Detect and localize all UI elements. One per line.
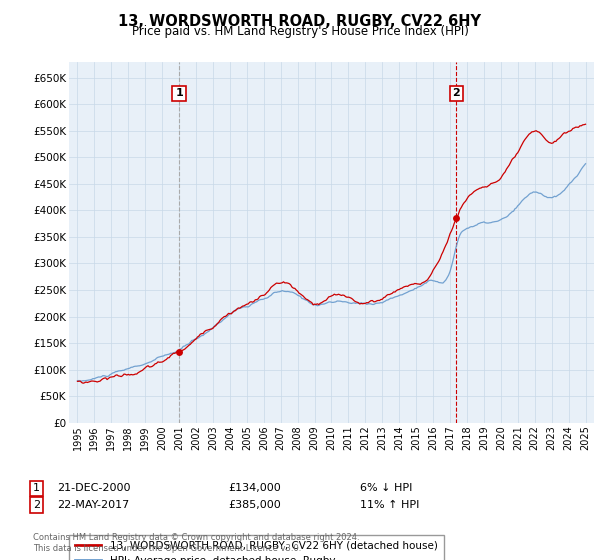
Legend: 13, WORDSWORTH ROAD, RUGBY, CV22 6HY (detached house), HPI: Average price, detac: 13, WORDSWORTH ROAD, RUGBY, CV22 6HY (de… — [69, 535, 444, 560]
Text: 22-MAY-2017: 22-MAY-2017 — [57, 500, 129, 510]
Text: 1: 1 — [175, 88, 183, 99]
Text: 11% ↑ HPI: 11% ↑ HPI — [360, 500, 419, 510]
Text: 2: 2 — [33, 500, 40, 510]
Text: 1: 1 — [33, 483, 40, 493]
Text: Price paid vs. HM Land Registry's House Price Index (HPI): Price paid vs. HM Land Registry's House … — [131, 25, 469, 38]
Text: 13, WORDSWORTH ROAD, RUGBY, CV22 6HY: 13, WORDSWORTH ROAD, RUGBY, CV22 6HY — [119, 14, 482, 29]
Text: 2: 2 — [452, 88, 460, 99]
Text: Contains HM Land Registry data © Crown copyright and database right 2024.
This d: Contains HM Land Registry data © Crown c… — [33, 533, 359, 553]
Text: 6% ↓ HPI: 6% ↓ HPI — [360, 483, 412, 493]
Text: 21-DEC-2000: 21-DEC-2000 — [57, 483, 131, 493]
Text: £385,000: £385,000 — [228, 500, 281, 510]
Text: £134,000: £134,000 — [228, 483, 281, 493]
